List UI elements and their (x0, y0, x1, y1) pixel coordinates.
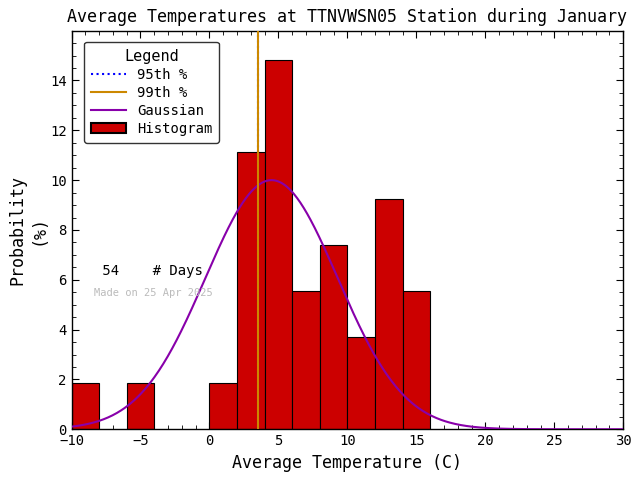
Title: Average Temperatures at TTNVWSN05 Station during January: Average Temperatures at TTNVWSN05 Statio… (67, 8, 627, 26)
Legend: 95th %, 99th %, Gaussian, Histogram: 95th %, 99th %, Gaussian, Histogram (84, 42, 219, 143)
Bar (348, 337, 375, 429)
Bar (320, 245, 348, 429)
Bar (237, 153, 265, 429)
Bar (292, 291, 320, 429)
Bar (265, 60, 292, 429)
Text: Made on 25 Apr 2025: Made on 25 Apr 2025 (93, 288, 212, 298)
Bar (127, 383, 154, 429)
Bar (375, 199, 403, 429)
Bar (403, 291, 430, 429)
Bar (72, 383, 99, 429)
Bar (209, 383, 237, 429)
Text: 54    # Days: 54 # Days (93, 264, 202, 278)
Y-axis label: Probability
(%): Probability (%) (8, 175, 47, 285)
X-axis label: Average Temperature (C): Average Temperature (C) (232, 454, 463, 472)
